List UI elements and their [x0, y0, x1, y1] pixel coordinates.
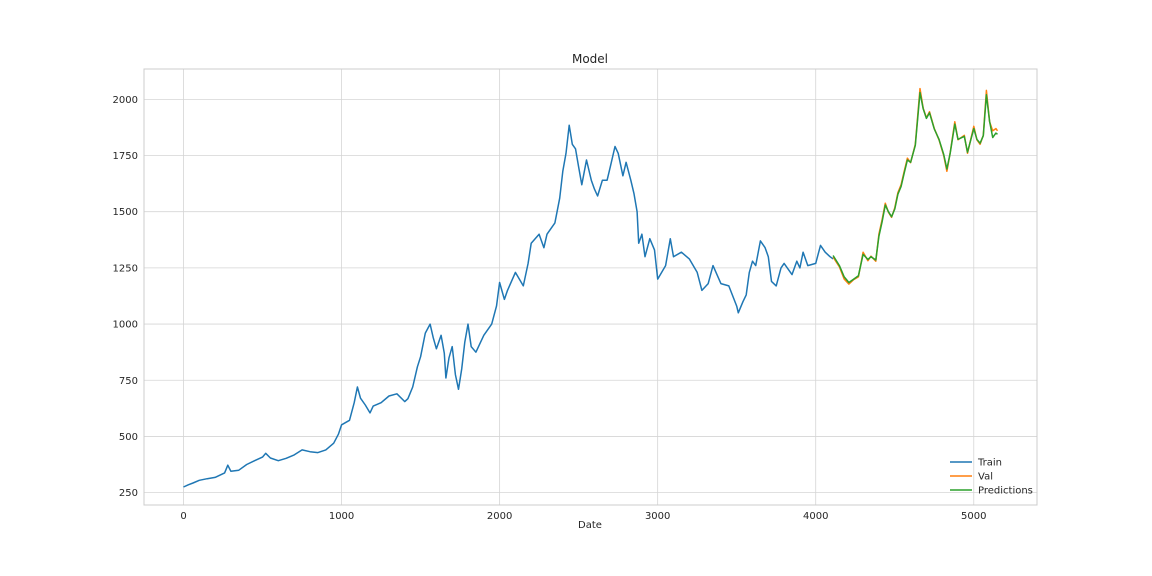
chart-title: Model: [572, 52, 608, 66]
series-line-val: [832, 87, 999, 285]
x-tick-label-4: 4000: [803, 511, 828, 522]
grid: [144, 69, 1037, 505]
x-tick-label-2: 2000: [487, 511, 512, 522]
series-line-train: [183, 124, 834, 488]
y-tick-label-0: 250: [119, 488, 138, 499]
legend: Train Val Predictions: [950, 458, 1033, 497]
x-tick-label-0: 0: [180, 511, 186, 522]
legend-label-train: Train: [977, 458, 1002, 469]
y-tick-label-1: 500: [119, 432, 138, 443]
y-tick-label-7: 2000: [113, 95, 138, 106]
x-tick-label-3: 3000: [645, 511, 670, 522]
y-tick-label-3: 1000: [113, 320, 138, 331]
series-line-predictions: [832, 91, 998, 284]
y-tick-labels: 250 500 750 1000 1250 1500 1750 2000: [113, 95, 138, 499]
y-tick-label-4: 1250: [113, 263, 138, 274]
legend-label-predictions: Predictions: [978, 486, 1033, 497]
y-tick-label-2: 750: [119, 376, 138, 387]
x-tick-label-1: 1000: [329, 511, 354, 522]
y-tick-label-5: 1500: [113, 207, 138, 218]
legend-label-val: Val: [978, 472, 993, 483]
x-tick-label-5: 5000: [961, 511, 986, 522]
x-tick-labels: 0 1000 2000 3000 4000 5000: [180, 511, 986, 522]
series-lines: [183, 87, 999, 488]
plot-frame: [143, 68, 1038, 506]
y-tick-label-6: 1750: [113, 151, 138, 162]
x-axis-label: Date: [578, 520, 602, 531]
